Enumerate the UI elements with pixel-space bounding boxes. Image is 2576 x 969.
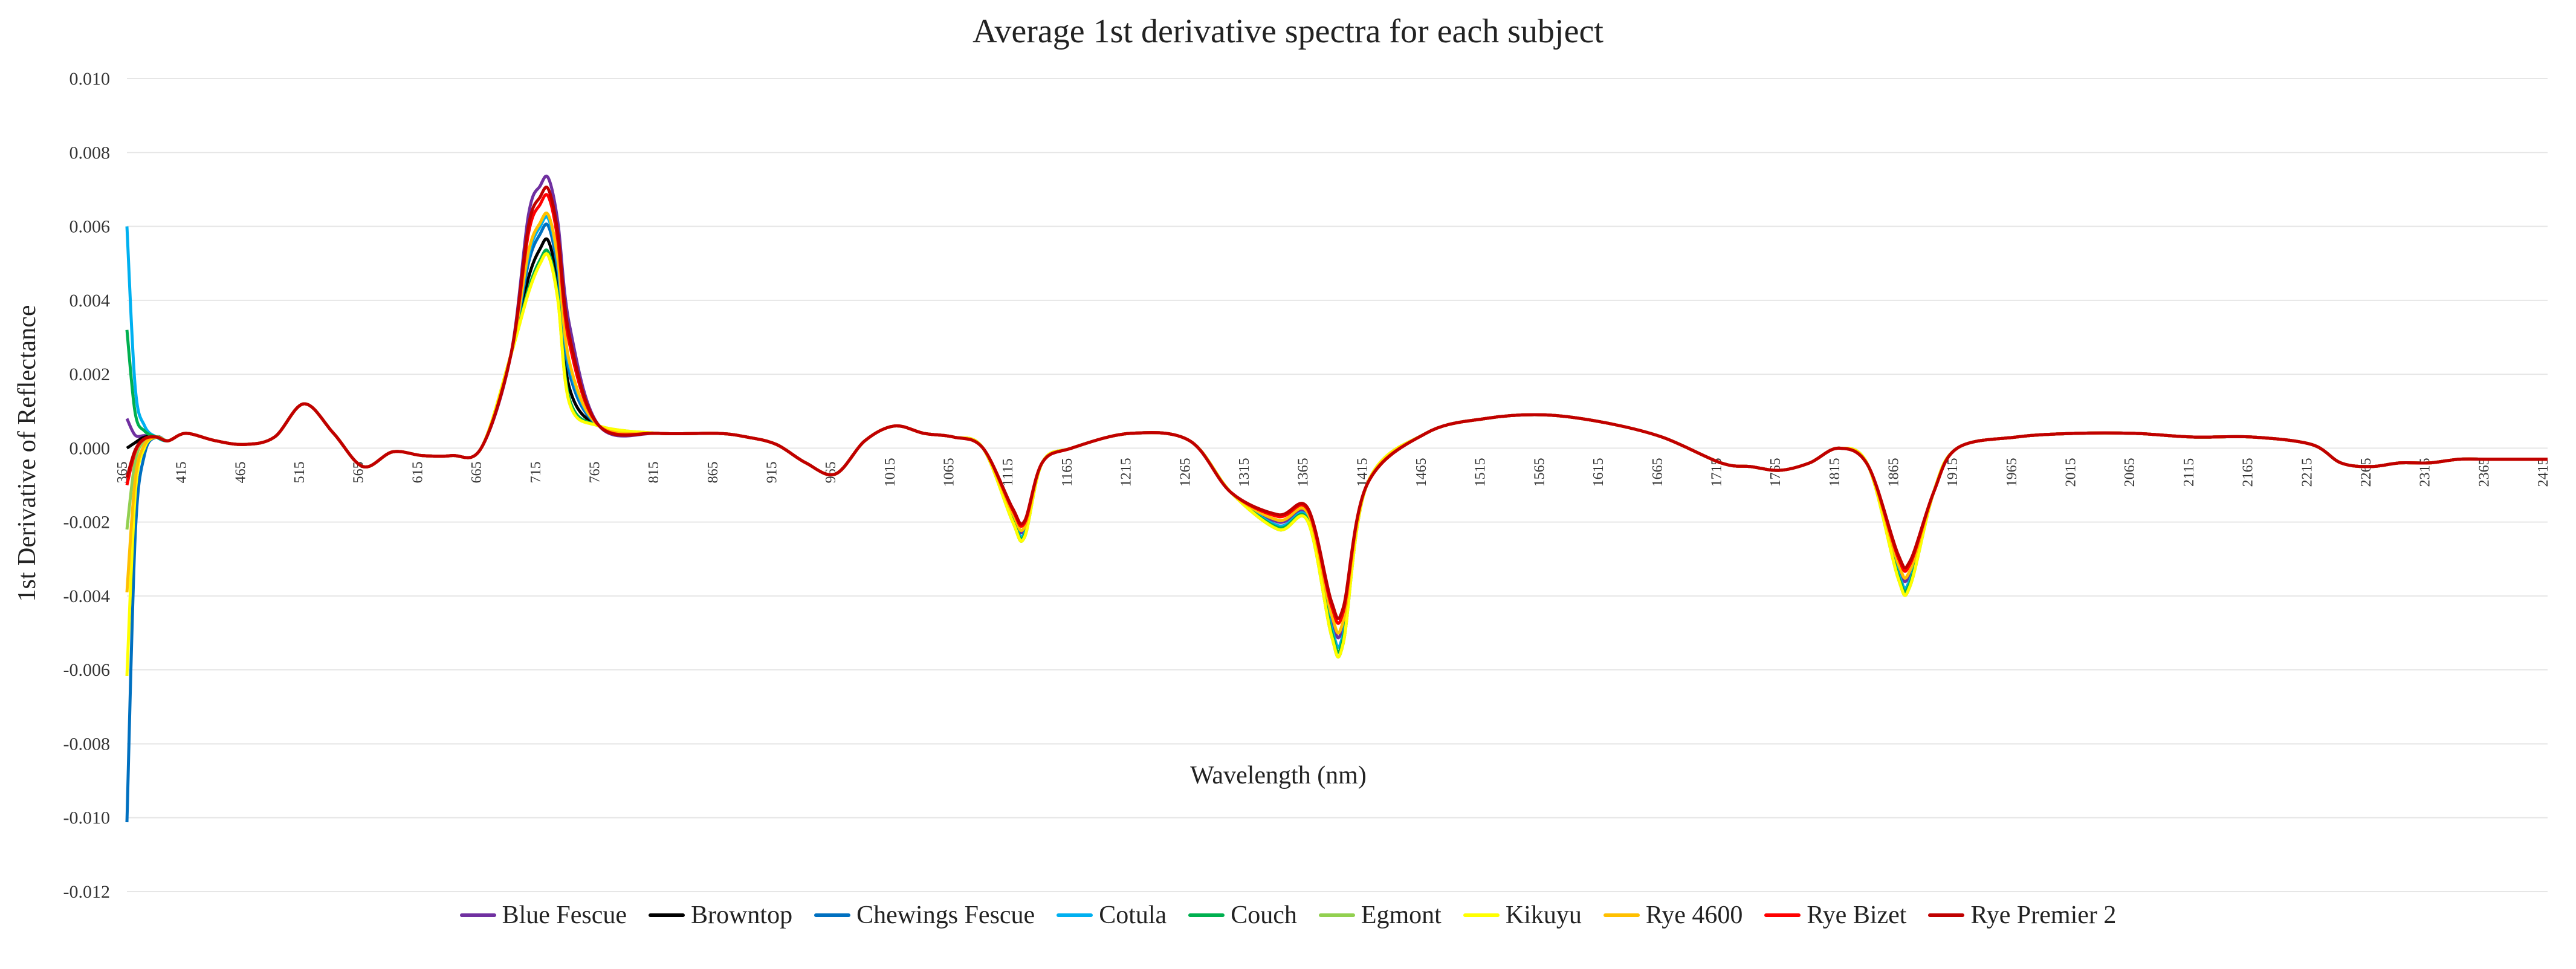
legend-swatch [1764, 913, 1801, 917]
y-tick-labels: 0.010 0.008 0.006 0.004 0.002 0.000 -0.002 -0.0… [63, 69, 111, 902]
series-line-chewings-fescue [125, 222, 2548, 823]
x-tick-label: 1065 [942, 458, 957, 487]
legend-item: Chewings Fescue [814, 901, 1035, 930]
y-tick-label: 0.002 [70, 365, 111, 384]
x-axis-label: Wavelength (nm) [1190, 762, 1367, 789]
x-tick-label: 615 [410, 461, 426, 483]
legend-label: Rye Bizet [1807, 901, 1907, 929]
x-tick-label: 2265 [2358, 458, 2374, 487]
legend-item: Egmont [1318, 901, 1442, 930]
x-tick-label: 1165 [1060, 458, 1075, 487]
x-tick-label: 2065 [2122, 458, 2138, 487]
y-tick-label: -0.008 [63, 734, 111, 754]
legend-swatch [1318, 913, 1355, 917]
x-tick-label: 1565 [1532, 458, 1547, 487]
legend-swatch [1463, 913, 1500, 917]
series-line-couch [125, 248, 2548, 654]
x-tick-label: 2165 [2241, 458, 2256, 487]
series-line-blue-fescue [125, 174, 2548, 640]
x-tick-label: 1615 [1591, 458, 1607, 487]
legend-item: Browntop [649, 901, 792, 930]
x-tick-label: 1915 [1945, 458, 1961, 487]
legend-swatch [1188, 913, 1225, 917]
x-tick-label: 1365 [1296, 458, 1312, 487]
legend-swatch [1603, 913, 1640, 917]
x-tick-label: 1465 [1414, 458, 1429, 487]
x-tick-label: 1115 [1000, 458, 1016, 486]
x-tick-label: 765 [587, 461, 603, 483]
x-tick-label: 1315 [1237, 458, 1252, 487]
x-tick-label: 1665 [1650, 458, 1666, 487]
y-tick-label: 0.008 [70, 143, 111, 163]
x-tick-label: 1515 [1473, 458, 1489, 487]
x-tick-label: 415 [174, 461, 190, 483]
x-tick-labels: 365 415 465 515 565 615 665 715 765 815 865 915 965 1… [115, 458, 2551, 487]
series-line-rye-bizet [125, 193, 2548, 625]
legend-item: Rye Premier 2 [1928, 901, 2116, 930]
series-line-rye-premier-2 [125, 186, 2548, 620]
y-tick-label: -0.002 [63, 513, 111, 533]
x-tick-label: 2365 [2476, 458, 2492, 487]
y-tick-label: -0.012 [63, 882, 111, 902]
x-tick-label: 1815 [1827, 458, 1843, 487]
legend-item: Rye Bizet [1764, 901, 1906, 930]
legend-label: Couch [1231, 901, 1297, 929]
x-tick-label: 815 [646, 461, 662, 483]
x-tick-label: 1265 [1177, 458, 1193, 487]
x-tick-label: 515 [292, 461, 308, 483]
x-tick-label: 2415 [2536, 458, 2551, 487]
legend-label: Chewings Fescue [856, 901, 1035, 929]
x-tick-label: 665 [469, 461, 485, 483]
legend-item: Blue Fescue [459, 901, 627, 930]
legend-label: Egmont [1361, 901, 1442, 929]
y-tick-label: 0.004 [70, 291, 111, 311]
x-tick-label: 465 [233, 461, 248, 483]
legend-item: Kikuyu [1463, 901, 1582, 930]
y-tick-label: 0.010 [70, 69, 111, 89]
legend-item: Rye 4600 [1603, 901, 1743, 930]
legend-swatch [814, 913, 851, 917]
chart-title: Average 1st derivative spectra for each … [972, 13, 1604, 50]
legend-label: Cotula [1099, 901, 1167, 929]
legend-swatch [1928, 913, 1965, 917]
legend-label: Blue Fescue [502, 901, 627, 929]
legend: Blue Fescue Browntop Chewings Fescue Cotula… [0, 901, 2576, 930]
x-tick-label: 2115 [2181, 458, 2197, 487]
y-tick-label: -0.004 [63, 586, 111, 606]
x-tick-label: 1865 [1886, 458, 1901, 487]
legend-swatch [649, 913, 685, 917]
x-tick-label: 715 [528, 461, 544, 483]
x-tick-label: 2015 [2063, 458, 2079, 487]
y-tick-label: 0.006 [70, 217, 111, 237]
legend-label: Browntop [691, 901, 793, 929]
y-tick-label: -0.006 [63, 660, 111, 680]
y-axis-label: 1st Derivative of Reflectance [13, 305, 41, 602]
y-tick-label: 0.000 [70, 438, 111, 458]
x-tick-label: 1965 [2004, 458, 2020, 487]
legend-label: Rye Premier 2 [1970, 901, 2117, 929]
x-tick-label: 865 [705, 461, 721, 483]
x-tick-label: 915 [765, 461, 780, 483]
series-layer [125, 174, 2548, 823]
legend-item: Couch [1188, 901, 1297, 930]
y-tick-label: -0.010 [63, 808, 111, 828]
x-tick-label: 1765 [1768, 458, 1784, 487]
x-tick-label: 1215 [1119, 458, 1134, 487]
legend-swatch [1057, 913, 1093, 917]
x-tick-label: 2215 [2299, 458, 2315, 487]
legend-item: Cotula [1057, 901, 1167, 930]
x-tick-label: 1015 [882, 458, 898, 487]
legend-label: Rye 4600 [1645, 901, 1743, 929]
legend-label: Kikuyu [1505, 901, 1582, 929]
legend-swatch [459, 913, 496, 917]
